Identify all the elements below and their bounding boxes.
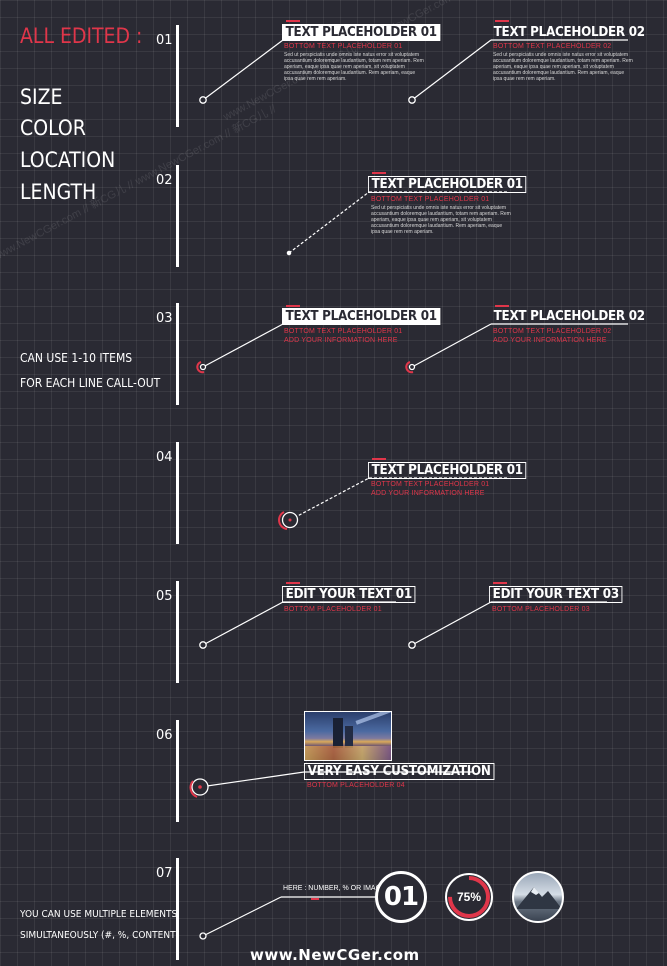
section-number-05: 05 — [156, 589, 173, 604]
callout-title[interactable]: TEXT PLACEHOLDER 02 — [493, 309, 645, 324]
accent-dots — [493, 582, 507, 584]
callout-subtitle: BOTTOM TEXT PLACEHOLDER 02 — [493, 43, 612, 50]
accent-dots — [286, 20, 300, 22]
footer-site[interactable]: www.NewCGer.com — [250, 946, 420, 964]
callout-subtitle: BOTTOM TEXT PLACEHOLDER 01 — [371, 481, 490, 488]
callout-title[interactable]: TEXT PLACEHOLDER 01 — [282, 24, 441, 41]
feature-color: COLOR — [20, 116, 86, 140]
callout-title[interactable]: TEXT PLACEHOLDER 02 — [493, 25, 645, 40]
accent-dots — [286, 305, 300, 307]
callout-subtitle: BOTTOM TEXT PLACEHOLDER 01 — [284, 43, 403, 50]
callout-title[interactable]: EDIT YOUR TEXT 01 — [282, 586, 416, 603]
callout-title[interactable]: TEXT PLACEHOLDER 01 — [368, 176, 527, 193]
accent-dots — [286, 582, 300, 584]
number-badge[interactable]: 01 — [375, 871, 427, 923]
callout-info: ADD YOUR INFORMATION HERE — [284, 337, 398, 344]
section-number-06: 06 — [156, 728, 173, 743]
section-number-03: 03 — [156, 311, 173, 326]
mountain-shape — [516, 887, 562, 909]
callout-body: Sed ut perspiciatis unde omnis iste natu… — [284, 52, 424, 82]
building-shape — [333, 718, 343, 748]
callout-info: ADD YOUR INFORMATION HERE — [493, 337, 607, 344]
feature-location: LOCATION — [20, 148, 116, 172]
accent-dots — [311, 898, 319, 900]
percent-ring — [445, 873, 493, 921]
callout-subtitle: BOTTOM TEXT PLACEHOLDER 01 — [371, 196, 490, 203]
city-night-image[interactable] — [304, 711, 392, 761]
accent-dots — [372, 458, 386, 460]
page-title: ALL EDITED : — [20, 24, 143, 48]
multi-note-line2: SIMULTANEOUSLY (#, %, CONTENT) — [20, 930, 180, 941]
items-note-line1: CAN USE 1-10 ITEMS — [20, 351, 133, 365]
mountain-photo-icon[interactable] — [512, 871, 564, 923]
callout-subtitle: BOTTOM TEXT PLACEHOLDER 02 — [493, 328, 612, 335]
section-number-01: 01 — [156, 33, 173, 48]
percent-badge-text: 75% — [456, 890, 482, 904]
accent-dots — [372, 172, 386, 174]
section-divider — [176, 442, 179, 544]
multi-note-line1: YOU CAN USE MULTIPLE ELEMENTS — [20, 909, 178, 920]
section-number-07: 07 — [156, 866, 173, 881]
callout-info: ADD YOUR INFORMATION HERE — [371, 490, 485, 497]
callout-subtitle: BOTTOM PLACEHOLDER 04 — [307, 782, 405, 789]
badge-label: HERE : NUMBER, % OR IMAGE — [283, 885, 386, 892]
feature-size: SIZE — [20, 85, 63, 109]
percent-badge[interactable]: 75% — [443, 871, 495, 923]
callout-subtitle: BOTTOM PLACEHOLDER 01 — [284, 606, 382, 613]
section-divider — [176, 25, 179, 127]
callout-title[interactable]: VERY EASY CUSTOMIZATION — [304, 763, 495, 780]
items-note-line2: FOR EACH LINE CALL-OUT — [20, 376, 161, 390]
callout-title[interactable]: TEXT PLACEHOLDER 01 — [368, 462, 527, 479]
section-divider — [176, 581, 179, 683]
callout-subtitle: BOTTOM PLACEHOLDER 03 — [492, 606, 590, 613]
section-number-02: 02 — [156, 173, 173, 188]
callout-title[interactable]: TEXT PLACEHOLDER 01 — [282, 308, 441, 325]
accent-dots — [495, 305, 509, 307]
callout-subtitle: BOTTOM TEXT PLACEHOLDER 01 — [284, 328, 403, 335]
light-beam — [355, 712, 391, 725]
callout-title[interactable]: EDIT YOUR TEXT 03 — [489, 586, 623, 603]
callout-body: Sed ut perspiciatis unde omnis iste natu… — [371, 205, 511, 235]
building-shape — [345, 726, 353, 748]
callout-body: Sed ut perspiciatis unde omnis iste natu… — [493, 52, 633, 82]
feature-length: LENGTH — [20, 180, 97, 204]
section-number-04: 04 — [156, 450, 173, 465]
number-badge-text: 01 — [383, 882, 419, 912]
section-divider — [176, 720, 179, 822]
section-divider — [176, 165, 179, 267]
water-reflection — [305, 746, 391, 760]
percent-arc — [448, 876, 490, 918]
section-divider — [176, 858, 179, 960]
section-divider — [176, 303, 179, 405]
accent-dots — [495, 20, 509, 22]
